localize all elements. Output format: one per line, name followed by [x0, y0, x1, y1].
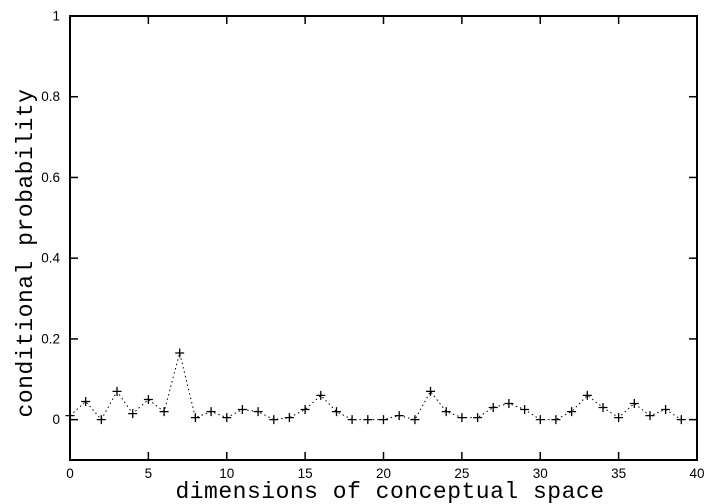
- axis-ticks: [69, 15, 698, 459]
- x-tick-label: 20: [376, 466, 391, 481]
- y-axis-label: conditional probability: [13, 89, 39, 418]
- x-tick-label: 25: [454, 466, 469, 481]
- series-line: [69, 352, 682, 421]
- x-tick-label: 0: [66, 466, 74, 481]
- x-axis-label: dimensions of conceptual space: [175, 479, 604, 504]
- y-tick-label: 0.2: [41, 331, 60, 346]
- y-tick-label: 0: [52, 412, 60, 427]
- x-tick-label: 40: [689, 466, 704, 481]
- x-tick-label: 15: [298, 466, 313, 481]
- axis-tick-labels: 0 5 10 15 20 25 30 35 40 0 0.2 0.4 0.6 0.8 1: [41, 9, 704, 482]
- x-tick-label: 5: [145, 466, 153, 481]
- x-tick-label: 30: [533, 466, 548, 481]
- x-tick-label: 10: [219, 466, 234, 481]
- series-markers: [65, 348, 686, 425]
- data-series: [65, 348, 686, 425]
- y-tick-label: 0.4: [41, 251, 60, 266]
- y-tick-label: 0.6: [41, 170, 60, 185]
- y-tick-label: 0.8: [41, 89, 60, 104]
- y-tick-label: 1: [52, 9, 60, 24]
- plot-frame: [69, 15, 698, 461]
- x-tick-label: 35: [611, 466, 626, 481]
